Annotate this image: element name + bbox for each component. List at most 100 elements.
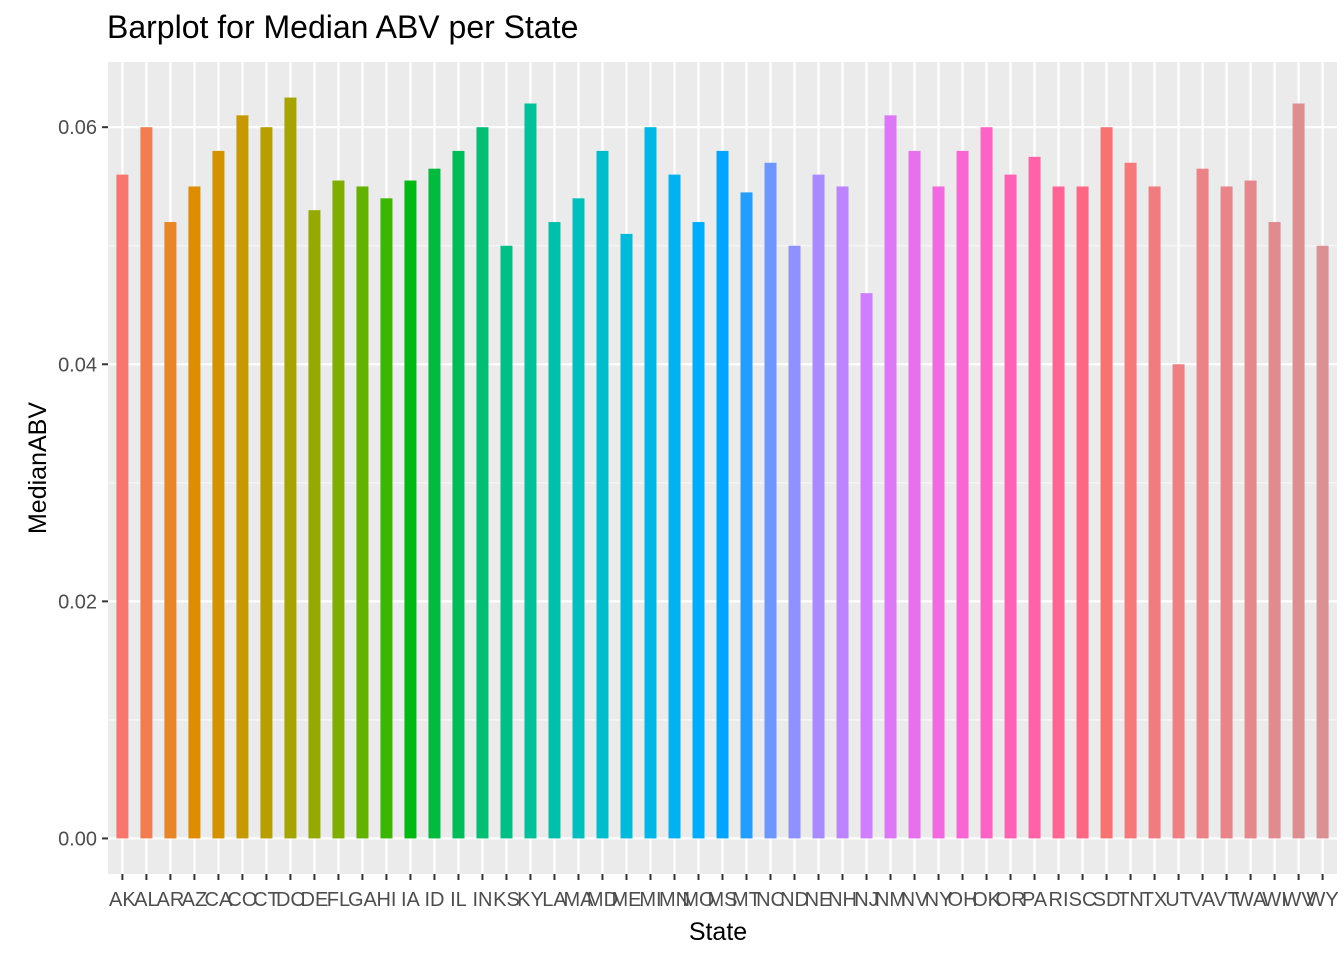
x-tick-label: CT	[253, 889, 280, 911]
x-tick-label: KS	[493, 889, 520, 911]
x-tick-label: NC	[756, 889, 785, 911]
bar-ky	[524, 103, 537, 839]
bar-ks	[500, 245, 513, 839]
bar-wi	[1268, 222, 1281, 839]
x-tick-label: NJ	[854, 889, 878, 911]
bar-nd	[788, 245, 801, 839]
x-tick-label: TN	[1117, 889, 1144, 911]
x-tick-label: SD	[1093, 889, 1121, 911]
x-tick-label: AL	[134, 889, 158, 911]
y-tick-label: 0.00	[58, 828, 97, 850]
bar-ga	[356, 186, 369, 839]
x-tick-label: OK	[972, 889, 1002, 911]
x-tick-label: NY	[925, 889, 953, 911]
x-tick-label: ID	[424, 889, 444, 911]
x-tick-label: NV	[901, 889, 929, 911]
x-tick-label: AZ	[182, 889, 208, 911]
x-tick-label: VT	[1214, 889, 1240, 911]
x-tick-label: ND	[780, 889, 809, 911]
x-tick-label: CO	[227, 889, 257, 911]
x-tick-label: OH	[948, 889, 978, 911]
bar-ak	[116, 174, 129, 839]
bar-va	[1196, 168, 1209, 839]
bar-ma	[572, 198, 585, 839]
x-tick-label: ME	[611, 889, 641, 911]
x-tick-label: TX	[1142, 889, 1168, 911]
bar-co	[236, 115, 249, 839]
bars	[116, 97, 1329, 839]
x-axis-title: State	[689, 918, 747, 946]
bar-wv	[1292, 103, 1305, 839]
x-tick-label: UT	[1165, 889, 1192, 911]
x-tick-label: HI	[376, 889, 396, 911]
x-tick-label: IN	[472, 889, 492, 911]
bar-nj	[860, 293, 873, 839]
bar-or	[1004, 174, 1017, 839]
x-tick-label: WV	[1282, 889, 1315, 911]
x-tick-label: DC	[276, 889, 305, 911]
bar-al	[140, 127, 153, 839]
bar-id	[428, 168, 441, 839]
x-tick-label: NM	[875, 889, 906, 911]
x-tick-label: VA	[1190, 889, 1216, 911]
x-tick-label: SC	[1069, 889, 1097, 911]
x-tick-label: AR	[157, 889, 185, 911]
x-tick-label: WI	[1262, 889, 1286, 911]
bar-ri	[1052, 186, 1065, 839]
x-tick-label: AK	[109, 889, 136, 911]
bar-sd	[1100, 127, 1113, 839]
bar-mn	[668, 174, 681, 839]
bar-hi	[380, 198, 393, 839]
x-tick-label: RI	[1049, 889, 1069, 911]
x-tick-label: LA	[542, 889, 567, 911]
bar-tx	[1148, 186, 1161, 839]
x-tick-label: MI	[639, 889, 661, 911]
x-tick-label: WA	[1235, 889, 1267, 911]
bar-ny	[932, 186, 945, 839]
bar-nc	[764, 162, 777, 839]
y-axis-ticks: 0.00 0.02 0.04 0.06	[58, 117, 108, 850]
bar-ct	[260, 127, 273, 839]
y-tick-label: 0.06	[58, 117, 97, 139]
x-tick-label: MN	[659, 889, 690, 911]
x-tick-label: NH	[828, 889, 857, 911]
x-tick-label: MA	[563, 889, 594, 911]
bar-ne	[812, 174, 825, 839]
bar-vt	[1220, 186, 1233, 839]
bar-ut	[1172, 364, 1185, 839]
bar-nh	[836, 186, 849, 839]
bar-oh	[956, 150, 969, 839]
bar-az	[188, 186, 201, 839]
bar-ms	[716, 150, 729, 839]
bar-ia	[404, 180, 417, 839]
bar-ca	[212, 150, 225, 839]
x-tick-label: IA	[401, 889, 421, 911]
bar-pa	[1028, 156, 1041, 839]
bar-md	[596, 150, 609, 839]
bar-ok	[980, 127, 993, 839]
bar-wa	[1244, 180, 1257, 839]
x-tick-label: DE	[301, 889, 329, 911]
x-tick-label: MO	[682, 889, 714, 911]
bar-sc	[1076, 186, 1089, 839]
bar-mo	[692, 222, 705, 839]
x-tick-label: PA	[1022, 889, 1048, 911]
x-tick-label: GA	[348, 889, 378, 911]
bar-dc	[284, 97, 297, 839]
bar-la	[548, 222, 561, 839]
y-axis-title: MedianABV	[24, 402, 52, 534]
bar-mt	[740, 192, 753, 839]
x-tick-label: MS	[708, 889, 738, 911]
bar-il	[452, 150, 465, 839]
bar-tn	[1124, 162, 1137, 839]
x-tick-label: MD	[587, 889, 618, 911]
bar-mi	[644, 127, 657, 839]
x-tick-label: CA	[205, 889, 233, 911]
x-tick-label: NE	[805, 889, 833, 911]
bar-nm	[884, 115, 897, 839]
bar-in	[476, 127, 489, 839]
bar-de	[308, 210, 321, 839]
x-tick-label: IL	[450, 889, 467, 911]
